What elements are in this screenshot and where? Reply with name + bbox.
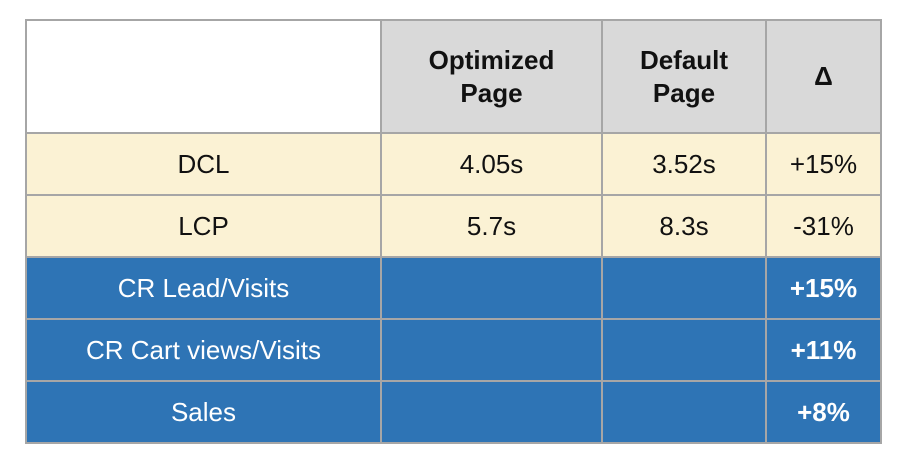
- table-row-sales: Sales +8%: [25, 380, 882, 444]
- row-label-cr-cart-views-visits: CR Cart views/Visits: [25, 318, 382, 382]
- sales-optimized-value: [380, 380, 603, 444]
- header-cell-default-page: Default Page: [601, 19, 767, 134]
- cr-cart-optimized-value: [380, 318, 603, 382]
- row-label-lcp: LCP: [25, 194, 382, 258]
- row-label-dcl: DCL: [25, 132, 382, 196]
- comparison-table: Optimized Page Default Page Δ DCL 4.05s …: [25, 19, 882, 444]
- cr-lead-default-value: [601, 256, 767, 320]
- header-cell-corner: [25, 19, 382, 134]
- header-cell-delta: Δ: [765, 19, 882, 134]
- lcp-default-value: 8.3s: [601, 194, 767, 258]
- table-row-cr-lead: CR Lead/Visits +15%: [25, 256, 882, 320]
- header-row: Optimized Page Default Page Δ: [25, 19, 882, 134]
- dcl-delta-value: +15%: [765, 132, 882, 196]
- dcl-default-value: 3.52s: [601, 132, 767, 196]
- table-row-cr-cart: CR Cart views/Visits +11%: [25, 318, 882, 382]
- table-row-dcl: DCL 4.05s 3.52s +15%: [25, 132, 882, 196]
- lcp-optimized-value: 5.7s: [380, 194, 603, 258]
- sales-default-value: [601, 380, 767, 444]
- cr-lead-optimized-value: [380, 256, 603, 320]
- table-row-lcp: LCP 5.7s 8.3s -31%: [25, 194, 882, 258]
- dcl-optimized-value: 4.05s: [380, 132, 603, 196]
- cr-cart-delta-value: +11%: [765, 318, 882, 382]
- lcp-delta-value: -31%: [765, 194, 882, 258]
- row-label-cr-lead-visits: CR Lead/Visits: [25, 256, 382, 320]
- sales-delta-value: +8%: [765, 380, 882, 444]
- header-cell-optimized-page: Optimized Page: [380, 19, 603, 134]
- row-label-sales: Sales: [25, 380, 382, 444]
- cr-cart-default-value: [601, 318, 767, 382]
- cr-lead-delta-value: +15%: [765, 256, 882, 320]
